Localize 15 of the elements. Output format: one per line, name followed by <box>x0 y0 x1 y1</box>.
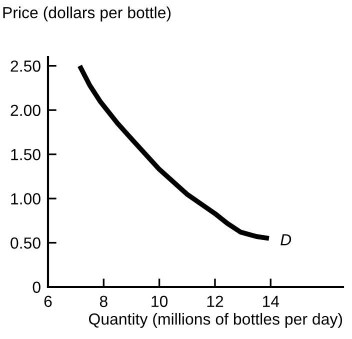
y-tick-label: 2.50 <box>10 60 40 72</box>
y-axis-title: Price (dollars per bottle) <box>3 6 171 22</box>
x-tick-label: 12 <box>207 296 224 307</box>
y-tick-label: 0.50 <box>10 237 40 249</box>
x-tick-label: 10 <box>152 296 168 308</box>
line-series <box>77 63 272 241</box>
x-tick-label: 8 <box>100 296 108 308</box>
x-axis-title: Quantity (millions of bottles per day) <box>88 313 342 328</box>
x-tick-label: 6 <box>44 296 52 308</box>
annotation: D <box>280 234 292 246</box>
y-tick-label: 1.00 <box>11 193 40 204</box>
x-tick-label: 14 <box>262 296 280 307</box>
y-tick-label: 2.00 <box>10 104 40 116</box>
y-tick-label: 0 <box>32 282 40 293</box>
y-tick-label: 1.50 <box>11 148 40 160</box>
